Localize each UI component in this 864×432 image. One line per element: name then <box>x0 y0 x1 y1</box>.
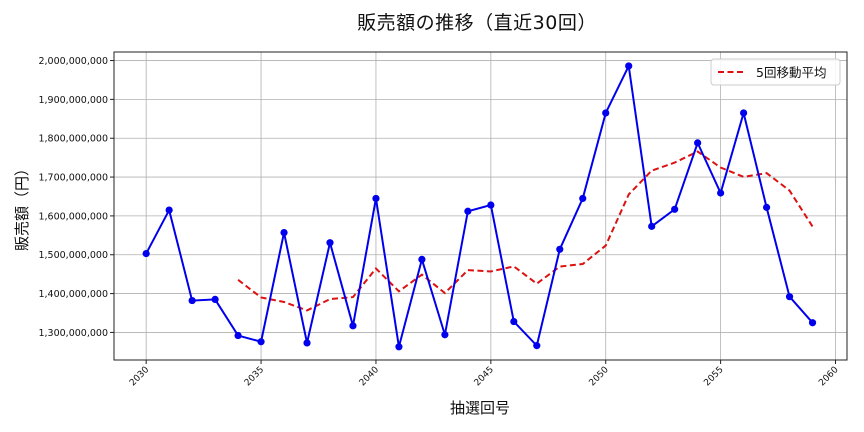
plot-frame <box>113 51 848 361</box>
data-point <box>602 109 610 117</box>
x-axis-label: 抽選回号 <box>450 399 510 417</box>
data-point <box>349 322 357 330</box>
x-tick-label: 2030 <box>128 365 151 388</box>
data-point <box>234 331 242 340</box>
y-tick-label: 1,500,000,000 <box>38 250 108 261</box>
data-point <box>533 342 541 350</box>
y-tick-label: 1,800,000,000 <box>38 134 108 145</box>
data-point <box>717 189 725 197</box>
y-tick-label: 1,700,000,000 <box>38 173 108 184</box>
data-point <box>556 245 564 253</box>
legend-box <box>710 58 841 86</box>
x-tick-label: 2035 <box>243 365 266 388</box>
data-point <box>579 194 587 203</box>
x-axis-ticks: 2030 2035 2040 2045 2050 2055 2060 <box>128 360 841 388</box>
data-point <box>510 317 518 326</box>
data-point <box>303 339 311 347</box>
y-tick-label: 1,300,000,000 <box>38 328 108 339</box>
data-point <box>441 331 449 339</box>
data-point <box>671 205 679 213</box>
x-tick-label: 2055 <box>702 365 725 388</box>
data-point <box>418 255 426 264</box>
data-point <box>487 201 495 209</box>
y-tick-label: 2,000,000,000 <box>38 56 108 67</box>
data-point <box>694 139 702 147</box>
data-point <box>785 293 794 301</box>
data-point <box>625 62 633 70</box>
data-point <box>762 203 771 211</box>
x-tick-label: 2060 <box>817 365 840 388</box>
y-tick-label: 1,900,000,000 <box>38 95 108 106</box>
data-point <box>372 194 380 203</box>
data-point <box>211 295 219 304</box>
moving-average-line <box>237 150 814 312</box>
data-point <box>142 249 150 258</box>
data-point <box>648 222 656 230</box>
y-tick-label: 1,600,000,000 <box>38 211 108 222</box>
grid-lines <box>114 52 847 360</box>
y-axis-ticks: 1,300,000,000 1,400,000,000 1,500,000,000 1… <box>38 56 114 339</box>
data-point <box>808 319 817 327</box>
data-point <box>257 338 265 346</box>
data-point <box>464 207 472 215</box>
x-tick-label: 2040 <box>358 365 381 388</box>
legend: 5回移動平均 <box>710 58 841 86</box>
x-tick-label: 2050 <box>588 365 611 388</box>
ma-polyline <box>237 150 814 312</box>
legend-ma-label: 5回移動平均 <box>756 65 826 80</box>
x-tick-label: 2045 <box>473 365 496 388</box>
data-point <box>739 109 748 117</box>
data-point <box>395 343 403 351</box>
data-point <box>326 239 334 247</box>
y-axis-label: 販売額（円） <box>13 161 31 251</box>
y-tick-label: 1,400,000,000 <box>38 289 108 300</box>
sales-line <box>142 62 817 351</box>
data-point <box>165 206 173 214</box>
data-point <box>188 296 196 305</box>
sales-polyline <box>145 62 814 348</box>
chart-title: 販売額の推移（直近30回） <box>357 12 597 34</box>
data-point <box>280 229 288 237</box>
